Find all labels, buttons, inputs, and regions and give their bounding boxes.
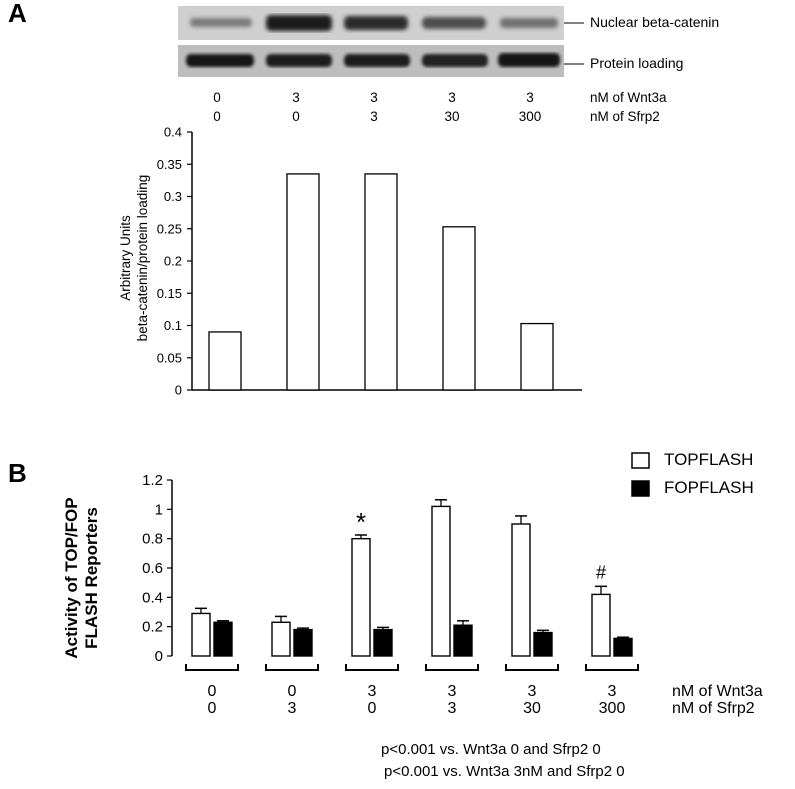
chart-b-bar-topflash: [591, 593, 611, 657]
legend-swatch-fopflash: [631, 480, 650, 497]
cond-b-wnt3a: 0: [207, 683, 217, 700]
chart-b-bar-topflash: [431, 505, 451, 657]
chart-a-bar: [442, 226, 476, 391]
chart-b-bar-fopflash: [613, 637, 633, 657]
legend-label-fopflash: FOPFLASH: [664, 478, 754, 497]
cond-b-wnt3a: 0: [287, 683, 297, 700]
cond-b-wnt3a-label: nM of Wnt3a: [672, 683, 763, 700]
footnote-1: p<0.001 vs. Wnt3a 0 and Sfrp2 0: [381, 741, 601, 758]
western-blot-image: [178, 6, 564, 77]
chart-b-bar-fopflash: [213, 621, 233, 657]
panel-b-letter: B: [8, 458, 27, 488]
legend-swatch-topflash: [631, 452, 650, 469]
chart-a-ytick-label: 0.15: [157, 286, 182, 301]
cond-b-wnt3a: 3: [607, 683, 617, 700]
cond-a-wnt3a: 3: [448, 90, 456, 105]
chart-b-ylabel: Activity of TOP/FOP FLASH Reporters: [62, 428, 102, 728]
chart-a-ytick-label: 0.25: [157, 221, 182, 236]
cond-a-wnt3a: 3: [370, 90, 378, 105]
chart-b-ytick-label: 0.4: [142, 589, 163, 606]
cond-a-sfrp2: 3: [370, 109, 378, 124]
chart-b-ytick-label: 1.2: [142, 472, 163, 489]
cond-a-wnt3a: 0: [213, 90, 221, 105]
cond-a-wnt3a: 3: [292, 90, 300, 105]
cond-b-wnt3a: 3: [527, 683, 537, 700]
chart-a-bar: [520, 322, 554, 391]
chart-b-bar-topflash: [351, 537, 371, 657]
cond-a-wnt3a-label: nM of Wnt3a: [590, 90, 667, 105]
cond-b-sfrp2: 3: [447, 700, 457, 717]
cond-a-sfrp2: 0: [213, 109, 221, 124]
legend-label-topflash: TOPFLASH: [664, 450, 754, 469]
chart-b-group-bracket: [505, 664, 559, 671]
chart-b-ytick-label: 0.2: [142, 619, 163, 636]
chart-a: 0 0.05 0.1 0.15 0.2 0.25 0.3 0.35 0.4: [157, 125, 582, 398]
chart-b-annotation: *: [356, 507, 366, 537]
footnote-2: p<0.001 vs. Wnt3a 3nM and Sfrp2 0: [384, 763, 625, 780]
cond-b-sfrp2-label: nM of Sfrp2: [672, 700, 755, 717]
chart-b-annotation: #: [596, 562, 606, 582]
panel-a-letter: A: [8, 0, 27, 28]
cond-b-wnt3a: 3: [447, 683, 457, 700]
chart-b-bar-topflash: [191, 612, 211, 657]
chart-a-ytick-label: 0.3: [164, 189, 182, 204]
cond-b-sfrp2: 0: [367, 700, 377, 717]
chart-a-ytick-label: 0.1: [164, 318, 182, 333]
blot-label-nuclear-beta-catenin: Nuclear beta-catenin: [590, 14, 720, 30]
cond-a-sfrp2-label: nM of Sfrp2: [590, 109, 660, 124]
cond-a-sfrp2: 30: [444, 109, 460, 124]
chart-a-ytick-label: 0.35: [157, 157, 182, 172]
chart-b-bar-fopflash: [453, 624, 473, 657]
chart-a-bar: [208, 331, 242, 391]
chart-b-group-bracket: [345, 664, 399, 671]
chart-a-ytick-label: 0: [175, 383, 182, 398]
blot-leader-lines: [564, 22, 584, 65]
chart-b-ytick-label: 0.6: [142, 560, 163, 577]
cond-b-sfrp2: 0: [207, 700, 217, 717]
cond-a-wnt3a: 3: [526, 90, 534, 105]
cond-b-wnt3a: 3: [367, 683, 377, 700]
chart-a-bar: [286, 173, 320, 391]
chart-b-ytick-label: 0: [155, 648, 163, 665]
chart-b-ytick-label: 0.8: [142, 531, 163, 548]
cond-b-sfrp2: 300: [598, 700, 626, 717]
chart-b-group-bracket: [185, 664, 239, 671]
chart-b-bar-topflash: [511, 523, 531, 657]
chart-b-ylabel-line1: Activity of TOP/FOP: [62, 497, 81, 659]
chart-b: 0 0.2 0.4 0.6 0.8 1 1.2 * #: [142, 472, 639, 671]
chart-b-ylabel-line2: FLASH Reporters: [82, 507, 101, 649]
chart-b-group-bracket: [265, 664, 319, 671]
chart-a-bar: [364, 173, 398, 391]
chart-b-bar-topflash: [271, 621, 291, 657]
cond-b-sfrp2: 3: [287, 700, 297, 717]
legend-swatches: [631, 452, 650, 497]
chart-b-group-bracket: [425, 664, 479, 671]
cond-a-sfrp2: 0: [292, 109, 300, 124]
chart-a-ytick-label: 0.4: [164, 125, 182, 140]
chart-b-bar-fopflash: [533, 631, 553, 657]
chart-b-group-bracket: [585, 664, 639, 671]
cond-a-sfrp2: 300: [518, 109, 542, 124]
chart-b-bar-fopflash: [373, 628, 393, 657]
chart-b-bar-fopflash: [293, 628, 313, 657]
chart-a-ylabel-line1: Arbitrary Units: [118, 215, 133, 301]
chart-a-ytick-label: 0.05: [157, 350, 182, 365]
blot-label-protein-loading: Protein loading: [590, 55, 684, 71]
chart-a-ytick-label: 0.2: [164, 254, 182, 269]
cond-b-sfrp2: 30: [523, 700, 541, 717]
chart-b-ytick-label: 1: [155, 501, 163, 518]
